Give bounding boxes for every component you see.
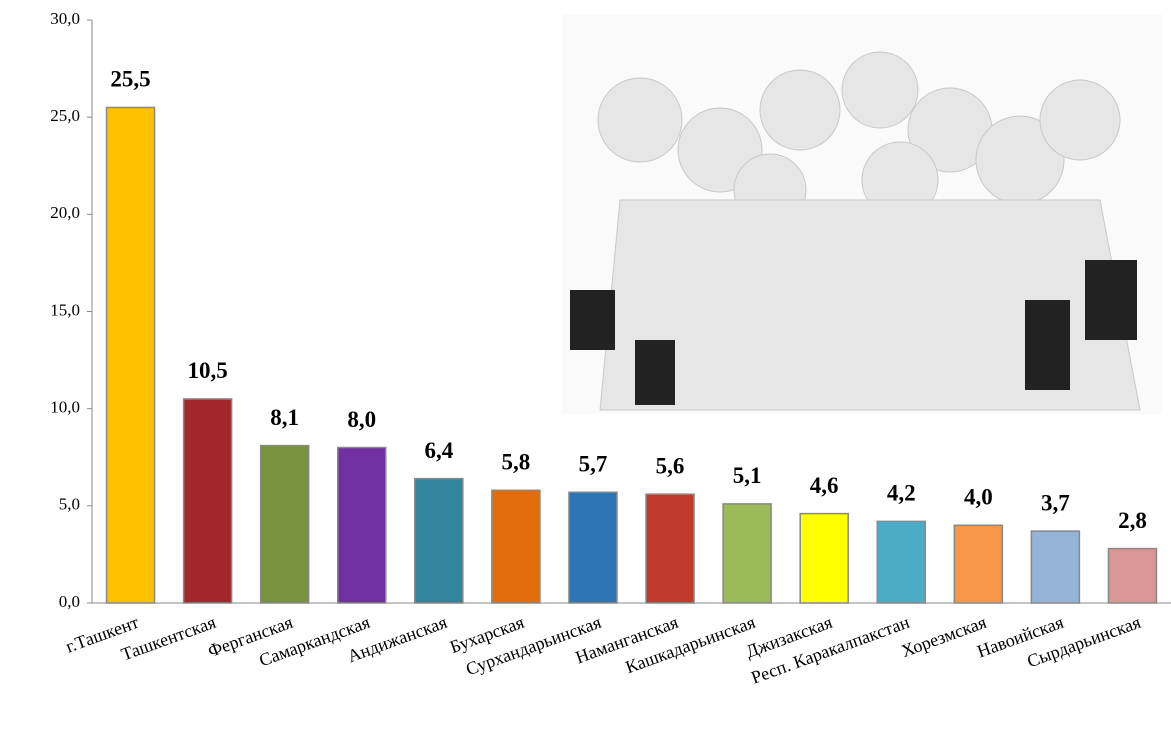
y-tick-label: 5,0 (59, 495, 80, 514)
x-tick-label: Кашкадарьинская (623, 612, 758, 677)
bar (414, 477, 464, 604)
y-tick-label: 30,0 (50, 9, 80, 28)
y-tick-label: 25,0 (50, 106, 80, 125)
value-label: 2,8 (1118, 508, 1147, 533)
y-tick-label: 15,0 (50, 300, 80, 319)
bar (645, 493, 695, 604)
value-label: 4,6 (810, 473, 839, 498)
bar (491, 489, 541, 604)
value-label: 8,1 (270, 405, 299, 430)
bar (337, 446, 387, 604)
value-label: 5,1 (733, 463, 762, 488)
value-label: 3,7 (1041, 490, 1070, 515)
value-label: 5,7 (579, 452, 608, 477)
value-label: 5,6 (656, 453, 685, 478)
value-label: 25,5 (110, 67, 150, 92)
value-label: 5,8 (502, 450, 531, 475)
value-label: 8,0 (347, 407, 376, 432)
bar (105, 106, 156, 604)
bar (568, 491, 618, 604)
value-label: 6,4 (424, 438, 453, 463)
x-tick-label: Хорезмская (899, 612, 990, 661)
bar (1030, 530, 1081, 604)
y-tick-label: 20,0 (50, 203, 80, 222)
bar (799, 512, 849, 604)
y-tick-label: 10,0 (50, 398, 80, 417)
value-label: 4,0 (964, 485, 993, 510)
value-label: 4,2 (887, 481, 916, 506)
bar (182, 398, 233, 604)
bar (1107, 547, 1158, 604)
bar (876, 520, 926, 604)
y-tick-label: 0,0 (59, 592, 80, 611)
value-label: 10,5 (187, 358, 227, 383)
illustration (562, 14, 1162, 414)
bar (259, 444, 310, 604)
bar (953, 524, 1004, 604)
bar (722, 503, 772, 604)
